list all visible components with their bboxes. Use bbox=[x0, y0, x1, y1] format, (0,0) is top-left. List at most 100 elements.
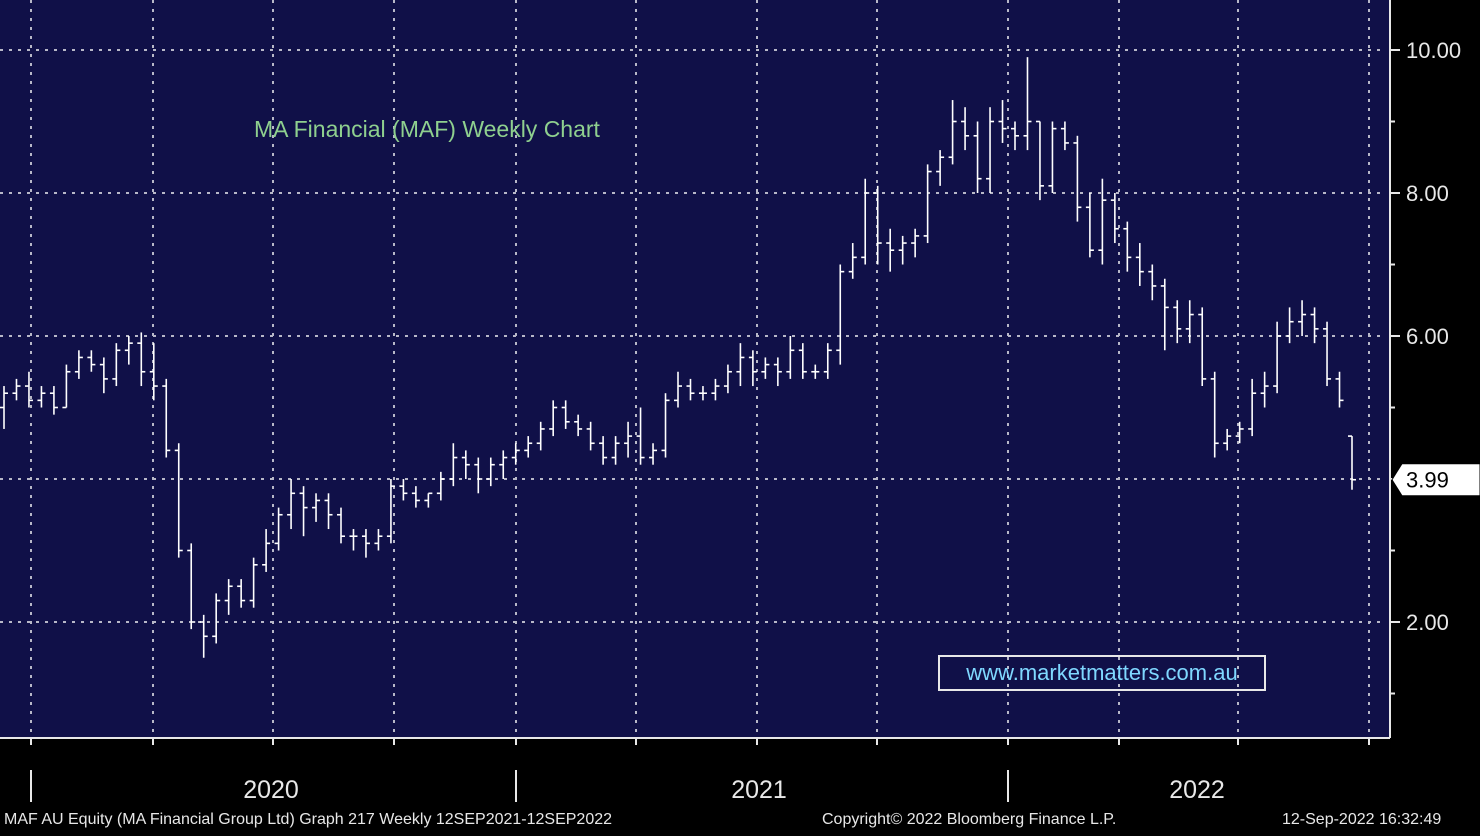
ohlc-bar bbox=[474, 457, 483, 494]
ohlc-bar bbox=[561, 400, 570, 429]
ohlc-bar bbox=[524, 436, 533, 458]
ohlc-bar bbox=[1048, 121, 1057, 193]
ohlc-bar bbox=[224, 579, 233, 615]
ohlc-bar bbox=[736, 343, 745, 387]
ohlc-bar bbox=[436, 471, 445, 501]
ohlc-bar bbox=[636, 407, 645, 465]
ohlc-bar bbox=[798, 343, 807, 379]
ohlc-bar bbox=[1223, 428, 1232, 451]
ohlc-bar bbox=[99, 357, 108, 394]
y-tick-label: 2.00 bbox=[1406, 610, 1449, 635]
ohlc-bar bbox=[274, 507, 283, 551]
ohlc-bar bbox=[74, 350, 83, 379]
plot-area bbox=[0, 0, 1390, 738]
footer-security-info: MAF AU Equity (MA Financial Group Ltd) G… bbox=[4, 811, 613, 828]
last-price-marker: 3.99 bbox=[1391, 463, 1480, 497]
year-label: 2021 bbox=[731, 776, 787, 804]
ohlc-bar bbox=[137, 332, 146, 387]
ohlc-bar bbox=[262, 529, 271, 572]
ohlc-bar bbox=[773, 357, 782, 387]
ohlc-bar bbox=[649, 443, 658, 465]
ohlc-bar bbox=[112, 343, 121, 387]
ohlc-bar bbox=[1310, 307, 1319, 344]
ohlc-bar bbox=[1160, 278, 1169, 351]
ohlc-bar bbox=[761, 357, 770, 379]
ohlc-bar bbox=[574, 414, 583, 437]
ohlc-bar bbox=[873, 185, 882, 265]
ohlc-bar bbox=[386, 479, 395, 544]
ohlc-bar bbox=[1135, 243, 1144, 286]
ohlc-bar bbox=[786, 336, 795, 379]
ohlc-bar bbox=[948, 100, 957, 165]
x-axis: 2020 2021 2022 bbox=[0, 737, 1390, 804]
ohlc-bar bbox=[337, 507, 345, 544]
ohlc-bar bbox=[486, 457, 495, 487]
ohlc-bar bbox=[24, 371, 33, 408]
ohlc-bar bbox=[861, 178, 870, 265]
ohlc-bar bbox=[1248, 378, 1257, 437]
ohlc-bar bbox=[624, 421, 633, 458]
ohlc-bar bbox=[1298, 300, 1307, 336]
ohlc-bar bbox=[711, 378, 720, 401]
ohlc-bar bbox=[661, 393, 670, 458]
ohlc-bar bbox=[698, 386, 707, 401]
ohlc-bar bbox=[249, 557, 258, 608]
ohlc-bar bbox=[0, 386, 8, 429]
ohlc-bar bbox=[511, 443, 520, 465]
ohlc-bar bbox=[324, 493, 333, 530]
ohlc-bar bbox=[973, 121, 982, 193]
ohlc-bar bbox=[1173, 300, 1182, 344]
ohlc-bar bbox=[149, 343, 158, 401]
y-tick-label: 10.00 bbox=[1406, 38, 1461, 63]
ohlc-bar bbox=[1023, 57, 1032, 151]
ohlc-bar bbox=[461, 450, 470, 479]
ohlc-bar bbox=[361, 529, 370, 558]
ohlc-bar bbox=[174, 443, 183, 558]
ohlc-bar bbox=[299, 486, 308, 537]
ohlc-bar bbox=[898, 235, 907, 265]
ohlc-bar bbox=[1323, 321, 1332, 387]
ohlc-bar bbox=[1073, 135, 1082, 222]
ohlc-bar bbox=[1098, 178, 1107, 265]
footer-copyright: Copyright© 2022 Bloomberg Finance L.P. bbox=[822, 811, 1117, 828]
ohlc-bar bbox=[848, 243, 857, 279]
ohlc-bar bbox=[399, 479, 408, 501]
ohlc-bar bbox=[212, 593, 221, 644]
ohlc-bar bbox=[49, 386, 58, 415]
ohlc-bar bbox=[611, 436, 620, 465]
year-label: 2020 bbox=[243, 776, 299, 804]
ohlc-bar bbox=[1285, 307, 1294, 344]
ohlc-bar bbox=[911, 228, 920, 258]
ohlc-bar bbox=[549, 400, 558, 437]
ohlc-bar bbox=[886, 228, 895, 272]
ohlc-bar bbox=[599, 436, 608, 465]
ohlc-bar bbox=[836, 264, 845, 365]
last-price-box bbox=[1391, 463, 1480, 497]
watermark-url: www.marketmatters.com.au bbox=[938, 655, 1266, 691]
ohlc-bar bbox=[811, 364, 820, 379]
ohlc-bar bbox=[1035, 120, 1044, 201]
ohlc-bar bbox=[124, 336, 133, 365]
ohlc-bar bbox=[1185, 300, 1194, 344]
ohlc-bar bbox=[62, 364, 71, 409]
chart-title: MA Financial (MAF) Weekly Chart bbox=[254, 116, 600, 142]
ohlc-bar bbox=[1348, 435, 1356, 490]
ohlc-bar bbox=[187, 543, 196, 630]
ohlc-bar bbox=[87, 350, 96, 372]
y-tick-label: 6.00 bbox=[1406, 324, 1449, 349]
ohlc-bar bbox=[536, 421, 545, 451]
ohlc-bar bbox=[1198, 307, 1207, 387]
ohlc-bar bbox=[1148, 264, 1157, 301]
ohlc-bar bbox=[162, 378, 171, 458]
last-price-label: 3.99 bbox=[1406, 468, 1449, 493]
ohlc-bar bbox=[1060, 121, 1069, 151]
y-tick-label: 8.00 bbox=[1406, 181, 1449, 206]
ohlc-bar bbox=[411, 486, 420, 508]
ohlc-bar bbox=[1260, 371, 1269, 408]
ohlc-bar bbox=[1210, 371, 1219, 458]
ohlc-bar bbox=[312, 493, 321, 522]
ohlc-bar bbox=[1235, 421, 1244, 444]
